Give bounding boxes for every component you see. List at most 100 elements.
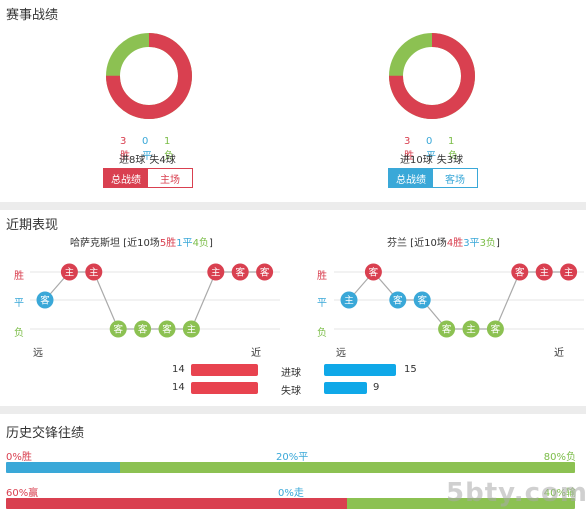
form-point-dot [207, 263, 225, 281]
left-tab-home[interactable]: 主场 [148, 169, 192, 187]
form-point-dot [413, 291, 431, 309]
form-point-dot [60, 263, 78, 281]
right-form-point-10: 主 [560, 263, 578, 281]
right-form-point-2: 客 [364, 263, 382, 281]
right-form-point-1: 主 [340, 291, 358, 309]
h2h-row1-left: 0%胜 [6, 452, 32, 463]
right-form-point-4: 客 [413, 291, 431, 309]
right-form-point-6: 主 [462, 320, 480, 338]
donut-win-segment [389, 33, 475, 119]
left-wdl: 3胜 0平 1负 [120, 136, 180, 162]
left-form-point-5: 客 [134, 320, 152, 338]
right-form-point-7: 客 [486, 320, 504, 338]
right-form-point-9: 主 [535, 263, 553, 281]
left-label-far: 远 [33, 348, 43, 359]
form-point-venue: 主 [564, 267, 574, 279]
record-title: 赛事战绩 [6, 8, 59, 23]
right-goals-for: 进10球 [400, 155, 433, 166]
form-point-venue: 主 [344, 295, 354, 307]
form-point-venue: 客 [162, 324, 172, 336]
form-point-dot [158, 320, 176, 338]
right-wdl: 3胜 0平 1负 [404, 136, 464, 162]
left-form-point-3: 主 [85, 263, 103, 281]
form-point-dot [364, 263, 382, 281]
form-point-dot [134, 320, 152, 338]
form-point-dot [36, 291, 54, 309]
left-conceded-bar [191, 382, 258, 394]
left-label-draw: 平 [14, 298, 24, 309]
left-form-chart: 客主 主客客客主主客客 [30, 263, 280, 338]
right-summary-draws: 3平 [463, 238, 480, 249]
left-form-point-9: 客 [231, 263, 249, 281]
left-goals-for: 进8球 [119, 155, 146, 166]
left-draw: 0平 [142, 136, 152, 162]
right-goals: 进10球 失3球 [400, 151, 463, 166]
right-form-point-8: 客 [511, 263, 529, 281]
record-panel: 赛事战绩 3胜 0平 1负 进8球 失4球 总战绩 主场 3胜 0平 1负 进1… [0, 0, 586, 202]
form-point-dot [340, 291, 358, 309]
h2h-panel: 历史交锋往绩 0%胜 20%平 80%负 60%赢 0%走 40%输 5bty.… [0, 414, 586, 513]
left-team-summary: 哈萨克斯坦 [近10场5胜1平4负] [70, 234, 213, 249]
left-label-win: 胜 [14, 271, 24, 282]
right-form-point-5: 客 [438, 320, 456, 338]
left-goals-bar [191, 364, 258, 376]
right-label-win: 胜 [317, 271, 327, 282]
form-point-dot [85, 263, 103, 281]
form-point-dot [109, 320, 127, 338]
form-point-dot [511, 263, 529, 281]
form-point-venue: 客 [442, 324, 452, 336]
right-summary-losses: 3负 [479, 238, 496, 249]
form-point-dot [256, 263, 274, 281]
right-label-draw: 平 [317, 298, 327, 309]
form-point-venue: 客 [369, 267, 379, 279]
right-label-loss: 负 [317, 328, 327, 339]
form-point-venue: 客 [491, 324, 501, 336]
form-point-venue: 主 [211, 267, 221, 279]
h2h-row1-bar [6, 462, 575, 473]
h2h-row2-mid: 0%走 [278, 488, 304, 499]
right-goals-against: 失3球 [436, 155, 464, 166]
h2h-loss-segment [347, 498, 575, 509]
h2h-title: 历史交锋往绩 [6, 426, 85, 441]
form-point-venue: 主 [65, 267, 75, 279]
form-point-venue: 客 [40, 295, 50, 307]
left-goals-against: 失4球 [149, 155, 176, 166]
h2h-draw-segment [6, 462, 120, 473]
watermark-logo: 5bty.com [446, 478, 586, 508]
form-point-venue: 客 [393, 295, 403, 307]
h2h-row2-left: 60%赢 [6, 488, 39, 499]
right-summary-prefix: [近10场 [407, 238, 447, 249]
right-loss: 1负 [448, 136, 458, 162]
donut-win-segment [106, 33, 192, 119]
left-form-point-7: 主 [182, 320, 200, 338]
left-form-point-2: 主 [60, 263, 78, 281]
form-point-dot [231, 263, 249, 281]
form-line [44, 271, 265, 330]
h2h-row2-bar [6, 498, 575, 509]
right-label-near: 近 [554, 348, 564, 359]
right-tab-away[interactable]: 客场 [433, 169, 477, 187]
left-record-donut [106, 33, 192, 119]
left-form-point-4: 客 [109, 320, 127, 338]
right-team-name: 芬兰 [387, 238, 407, 249]
left-form-point-8: 主 [207, 263, 225, 281]
right-form-chart: 主客客 客客主客客主主 [334, 263, 584, 338]
right-goals-bar [324, 364, 396, 376]
left-label-near: 近 [251, 348, 261, 359]
form-point-venue: 客 [113, 324, 123, 336]
right-goals-value: 15 [404, 364, 417, 375]
left-form-point-6: 客 [158, 320, 176, 338]
right-draw: 0平 [426, 136, 436, 162]
recent-panel: 近期表现 哈萨克斯坦 [近10场5胜1平4负] 芬兰 [近10场4胜3平3负] … [0, 210, 586, 406]
left-summary-wins: 5胜 [159, 238, 177, 249]
form-point-venue: 主 [539, 267, 549, 279]
form-point-venue: 客 [235, 267, 245, 279]
left-tab-total[interactable]: 总战绩 [104, 169, 148, 187]
left-form-point-1: 客 [36, 291, 54, 309]
right-tab-total[interactable]: 总战绩 [389, 169, 433, 187]
form-point-dot [462, 320, 480, 338]
left-conceded-value: 14 [172, 382, 185, 393]
form-point-dot [182, 320, 200, 338]
right-conceded-bar [324, 382, 367, 394]
form-point-dot [560, 263, 578, 281]
